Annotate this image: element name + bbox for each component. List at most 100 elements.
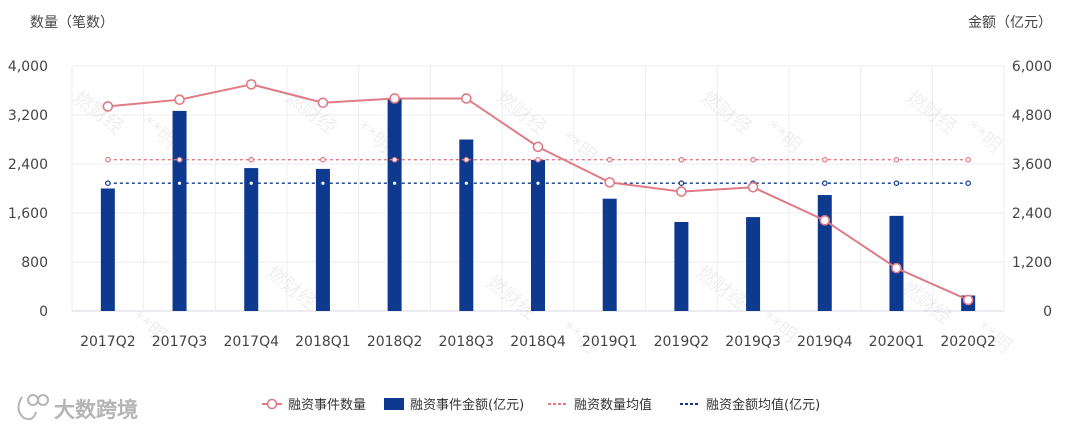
average-point (893, 156, 900, 163)
x-tick-label: 2020Q2 (940, 334, 996, 350)
average-point (965, 180, 971, 186)
average-point (391, 156, 398, 163)
left-tick-label: 800 (21, 255, 48, 271)
watermark-text: 燃财经 (692, 262, 750, 314)
legend-item: 融资事件金额(亿元) (384, 397, 524, 413)
watermark-text: 燃财经 (697, 87, 755, 139)
average-point (678, 156, 685, 163)
watermark-text: **明 (762, 117, 806, 158)
right-tick-label: 0 (1043, 304, 1052, 320)
average-point (606, 156, 613, 163)
average-point (391, 180, 398, 186)
legend-item: 融资数量均值 (548, 397, 652, 413)
left-tick-label: 2,400 (8, 157, 48, 173)
bar (674, 221, 689, 311)
legend-label: 融资事件数量 (288, 398, 366, 413)
x-tick-label: 2018Q1 (295, 334, 351, 350)
average-point (535, 180, 541, 186)
average-point (535, 156, 541, 163)
average-point (463, 180, 470, 186)
brand-logo-icon (17, 394, 49, 421)
watermark-text: **明 (557, 127, 601, 168)
count-point (604, 177, 615, 188)
bar (100, 188, 115, 311)
average-point (320, 156, 326, 163)
average-point (248, 156, 255, 163)
average-point (893, 180, 900, 186)
count-point (676, 186, 687, 197)
count-point (245, 79, 257, 90)
count-point (819, 215, 831, 226)
brand-logo-text: 大数跨境 (54, 398, 138, 422)
average-point (105, 180, 111, 186)
watermark-text: 燃财经 (262, 262, 320, 314)
x-tick-label: 2019Q2 (654, 334, 710, 350)
count-point (317, 97, 329, 109)
legend-swatch-bar (384, 398, 404, 410)
bar (315, 168, 330, 311)
count-point (174, 94, 185, 105)
bar (531, 159, 545, 311)
x-tick-label: 2017Q2 (80, 334, 136, 350)
x-tick-label: 2017Q3 (152, 334, 208, 350)
count-point (747, 181, 759, 193)
x-tick-label: 2018Q2 (367, 334, 423, 350)
x-tick-label: 2019Q3 (725, 334, 781, 350)
count-point (102, 101, 114, 112)
gridlines (71, 65, 1005, 312)
right-tick-label: 3,600 (1012, 157, 1052, 173)
legend-item: 融资事件数量 (262, 398, 366, 413)
count-point (962, 294, 974, 306)
average-point (176, 156, 183, 163)
legend: 融资事件数量 融资事件金额(亿元) 融资数量均值 融资金额均值(亿元) (262, 397, 820, 413)
brand-logo: 大数跨境 (17, 394, 138, 422)
bar (244, 168, 259, 311)
watermark-text: 燃财经 (69, 87, 127, 139)
left-tick-label: 1,600 (8, 206, 48, 222)
axes: 0 800 1,600 2,400 3,200 4,000 0 1,200 2,400 3,600… (8, 59, 1052, 350)
right-tick-label: 2,400 (1012, 206, 1052, 222)
average-point (320, 180, 326, 186)
legend-label: 融资金额均值(亿元) (706, 397, 820, 413)
average-lines (105, 156, 971, 186)
right-tick-label: 4,800 (1012, 108, 1052, 124)
left-tick-label: 4,000 (8, 59, 48, 75)
count-point (891, 262, 902, 274)
right-tick-label: 6,000 (1012, 59, 1052, 75)
left-axis-title: 数量（笔数） (30, 15, 114, 31)
watermark-text: 燃财经 (492, 87, 550, 139)
legend-label: 融资事件金额(亿元) (410, 397, 524, 413)
legend-item: 融资金额均值(亿元) (680, 397, 820, 413)
count-point (389, 93, 400, 104)
x-tick-label: 2019Q4 (797, 334, 853, 350)
x-tick-label: 2017Q4 (223, 334, 279, 350)
average-point (678, 180, 685, 186)
x-tick-label: 2018Q3 (439, 334, 495, 350)
watermark-text: 燃财经 (897, 277, 955, 329)
average-point (821, 156, 828, 163)
watermark-text: **明 (962, 117, 1006, 158)
legend-label: 融资数量均值 (574, 397, 652, 413)
average-point (176, 180, 183, 186)
left-tick-label: 3,200 (8, 108, 48, 124)
count-point (461, 93, 472, 104)
average-point (463, 156, 470, 163)
left-tick-label: 0 (39, 304, 48, 320)
average-point (821, 180, 828, 186)
legend-swatch-marker (266, 398, 278, 410)
watermark-text: 燃财经 (902, 87, 960, 139)
bar (746, 217, 761, 311)
bar (387, 98, 402, 312)
bar (459, 139, 474, 311)
average-point (105, 156, 111, 163)
bar (602, 198, 617, 311)
average-point (750, 156, 756, 163)
x-tick-label: 2020Q1 (869, 334, 925, 350)
right-axis-title: 金额（亿元） (968, 15, 1052, 31)
x-tick-label: 2018Q4 (510, 334, 566, 350)
average-point (248, 180, 255, 186)
x-tick-label: 2019Q1 (582, 334, 638, 350)
right-tick-label: 1,200 (1012, 255, 1052, 271)
